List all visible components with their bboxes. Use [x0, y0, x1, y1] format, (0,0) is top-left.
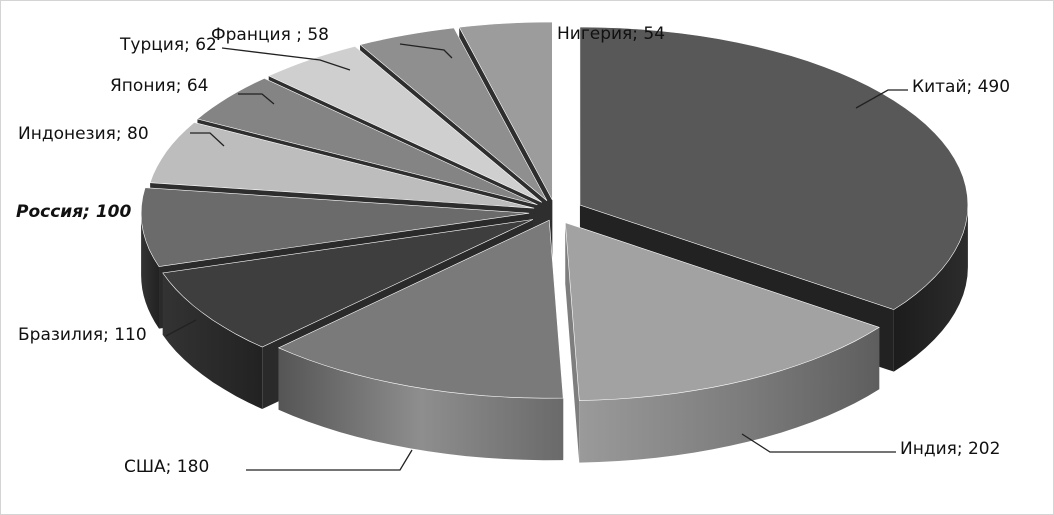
data-label-10: Нигерия; 54: [557, 24, 665, 44]
leader-line-3: [246, 449, 413, 471]
data-label-2: Индия; 202: [900, 439, 1000, 459]
leader-line-4: [165, 319, 197, 337]
data-label-8: Турция; 62: [119, 35, 217, 55]
slice-1-top: [579, 26, 969, 310]
data-label-3: США; 180: [124, 457, 209, 477]
slice-5-top: [140, 187, 530, 267]
data-label-7: Япония; 64: [110, 76, 208, 96]
slice-2-top: [565, 222, 880, 401]
data-label-5: Россия; 100: [16, 202, 131, 222]
slice-4-side: [162, 273, 263, 409]
leader-line-2: [741, 433, 896, 453]
leader-line-7: [238, 93, 275, 105]
data-label-1: Китай; 490: [912, 77, 1010, 97]
slice-3-side: [278, 347, 564, 461]
slice-2: [565, 222, 880, 463]
leader-line-9: [399, 43, 453, 59]
slice-10-top: [458, 21, 553, 201]
slice-4-top: [162, 219, 533, 348]
slice-5-side: [141, 213, 159, 329]
slice-1-side: [893, 205, 968, 372]
slice-7-top: [196, 77, 538, 206]
slice-8-top: [267, 45, 543, 203]
data-label-4: Бразилия; 110: [18, 325, 147, 345]
leader-line-1: [855, 89, 908, 109]
data-label-6: Индонезия; 80: [18, 124, 149, 144]
data-label-9: Франция ; 58: [211, 25, 329, 45]
slice-2-side: [579, 327, 880, 463]
leader-line-6: [190, 132, 225, 147]
slice-6-top: [149, 122, 535, 209]
slice-9-top: [359, 27, 548, 201]
slice-3-top: [277, 219, 564, 399]
leader-line-8: [221, 47, 351, 71]
slice-3: [277, 219, 564, 461]
